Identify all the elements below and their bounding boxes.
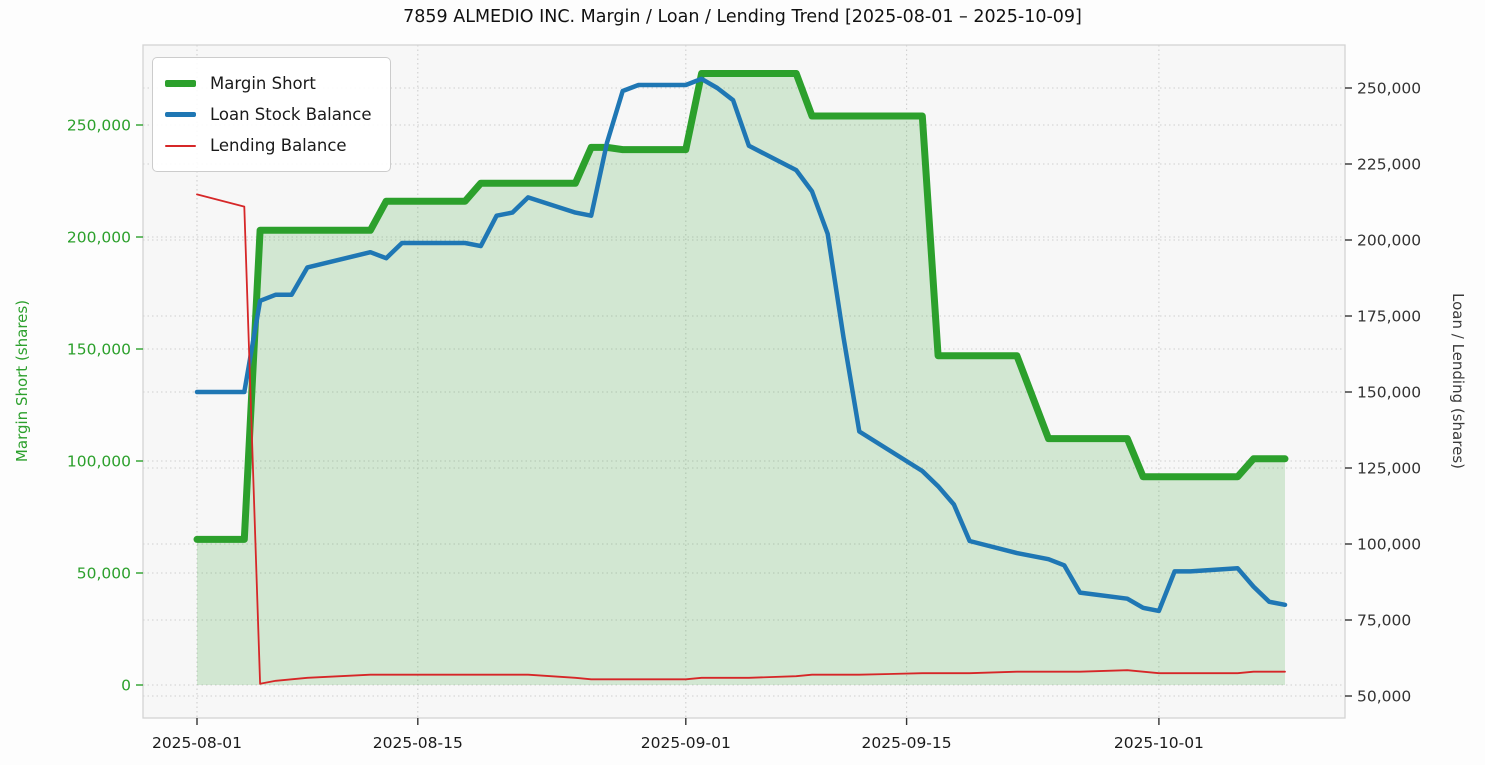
plot-border: [142, 44, 1346, 719]
legend-label: Lending Balance: [210, 136, 347, 155]
margin-short-line: [193, 70, 1289, 543]
chart-title: 7859 ALMEDIO INC. Margin / Loan / Lendin…: [403, 7, 1082, 27]
right-tick-label: 125,000: [1357, 460, 1421, 478]
left-axis-label: Margin Short (shares): [13, 299, 31, 463]
right-tick-label: 175,000: [1357, 308, 1421, 326]
left-tick-label: 250,000: [67, 117, 131, 135]
legend-label: Loan Stock Balance: [210, 105, 372, 124]
x-tick-label: 2025-09-15: [862, 734, 952, 752]
left-tick-label: 200,000: [67, 229, 131, 247]
legend-item-lending-balance: Lending Balance: [165, 130, 372, 161]
left-tick-label: 150,000: [67, 341, 131, 359]
legend: Margin Short Loan Stock Balance Lending …: [152, 57, 391, 172]
left-tick-label: 50,000: [77, 565, 131, 583]
right-tick-label: 50,000: [1357, 688, 1411, 706]
margin-short-area: [197, 73, 1285, 685]
right-tick-label: 75,000: [1357, 612, 1411, 630]
loan-stock-balance-line: [194, 76, 1288, 614]
right-tick-label: 225,000: [1357, 156, 1421, 174]
left-tick-label: 100,000: [67, 453, 131, 471]
right-tick-label: 250,000: [1357, 80, 1421, 98]
x-tick-label: 2025-10-01: [1114, 734, 1204, 752]
left-tick-label: 0: [121, 677, 131, 695]
margin-short-swatch-icon: [165, 80, 196, 87]
legend-item-loan-stock-balance: Loan Stock Balance: [165, 99, 372, 130]
right-axis-label: Loan / Lending (shares): [1449, 293, 1467, 469]
loan-stock-swatch-icon: [165, 112, 196, 117]
right-tick-label: 200,000: [1357, 232, 1421, 250]
legend-label: Margin Short: [210, 74, 316, 93]
right-tick-label: 100,000: [1357, 536, 1421, 554]
lending-balance-line: [196, 193, 1286, 685]
lending-swatch-icon: [165, 144, 196, 147]
x-tick-label: 2025-08-15: [373, 734, 463, 752]
x-tick-label: 2025-08-01: [152, 734, 242, 752]
x-tick-label: 2025-09-01: [641, 734, 731, 752]
legend-item-margin-short: Margin Short: [165, 68, 372, 99]
right-tick-label: 150,000: [1357, 384, 1421, 402]
